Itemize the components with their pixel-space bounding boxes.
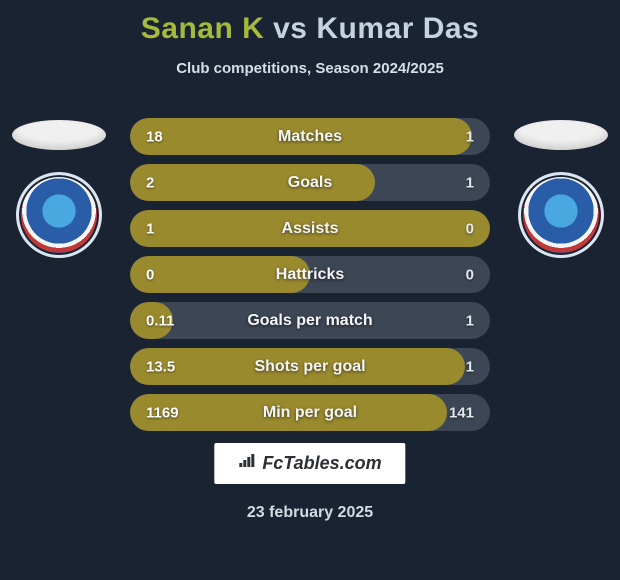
stat-row: 1 Assists 0	[130, 210, 490, 247]
player1-name: Sanan K	[141, 12, 265, 45]
stat-right-value: 1	[466, 174, 474, 191]
flag-icon	[514, 120, 608, 150]
stat-left-value: 0	[146, 266, 154, 283]
stat-right-value: 0	[466, 220, 474, 237]
date-text: 23 february 2025	[247, 504, 373, 522]
stat-right-value: 141	[449, 404, 474, 421]
stat-row: 18 Matches 1	[130, 118, 490, 155]
stat-left-value: 1	[146, 220, 154, 237]
stat-row: 2 Goals 1	[130, 164, 490, 201]
stat-label: Assists	[282, 220, 339, 238]
stat-fill	[130, 164, 375, 201]
subtitle: Club competitions, Season 2024/2025	[0, 60, 620, 77]
vs-text: vs	[273, 12, 307, 45]
stat-left-value: 13.5	[146, 358, 175, 375]
title: Sanan K vs Kumar Das	[0, 0, 620, 46]
stat-label: Shots per goal	[254, 358, 365, 376]
stat-left-value: 18	[146, 128, 163, 145]
stat-row: 13.5 Shots per goal 1	[130, 348, 490, 385]
right-player-column	[506, 120, 616, 258]
stat-right-value: 0	[466, 266, 474, 283]
stat-label: Hattricks	[276, 266, 344, 284]
stat-label: Goals	[288, 174, 332, 192]
watermark-text: FcTables.com	[262, 453, 381, 474]
club-badge-icon	[518, 172, 604, 258]
stat-left-value: 0.11	[146, 312, 174, 329]
stat-left-value: 1169	[146, 404, 179, 421]
player2-name: Kumar Das	[316, 12, 479, 45]
stat-right-value: 1	[466, 358, 474, 375]
stat-row: 0.11 Goals per match 1	[130, 302, 490, 339]
stat-right-value: 1	[466, 128, 474, 145]
chart-icon	[238, 454, 256, 473]
stats-container: 18 Matches 1 2 Goals 1 1 Assists 0 0 Hat…	[130, 118, 490, 431]
stat-row: 1169 Min per goal 141	[130, 394, 490, 431]
left-player-column	[4, 120, 114, 258]
watermark: FcTables.com	[214, 443, 405, 484]
club-badge-icon	[16, 172, 102, 258]
stat-label: Matches	[278, 128, 342, 146]
stat-label: Min per goal	[263, 404, 357, 422]
stat-row: 0 Hattricks 0	[130, 256, 490, 293]
stat-label: Goals per match	[247, 312, 372, 330]
stat-right-value: 1	[466, 312, 474, 329]
stat-left-value: 2	[146, 174, 154, 191]
flag-icon	[12, 120, 106, 150]
